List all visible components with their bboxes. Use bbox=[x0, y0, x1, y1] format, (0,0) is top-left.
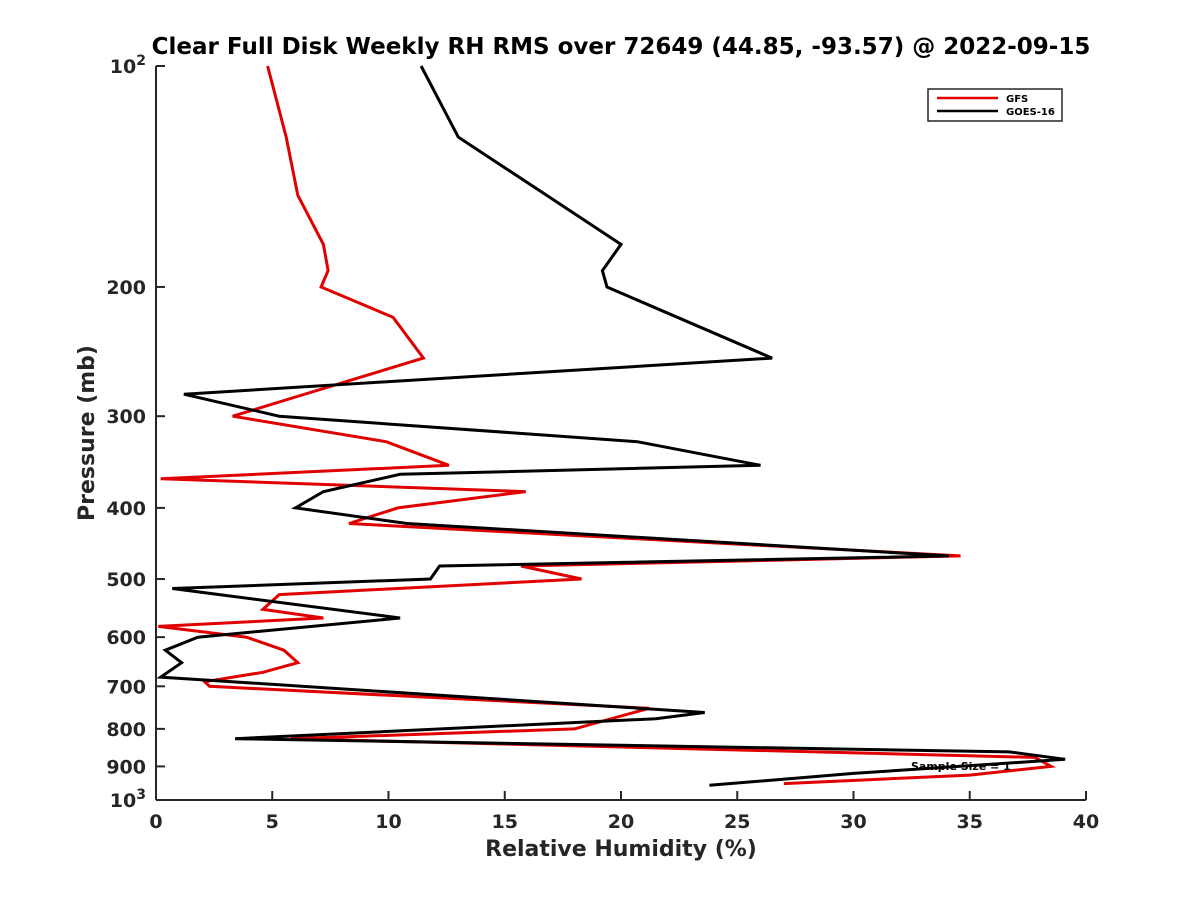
legend: GFS GOES-16 bbox=[927, 88, 1063, 122]
x-tick-label: 25 bbox=[724, 811, 750, 833]
x-tick-label: 10 bbox=[375, 811, 401, 833]
x-tick-label: 0 bbox=[149, 811, 162, 833]
chart-title: Clear Full Disk Weekly RH RMS over 72649… bbox=[152, 34, 1091, 60]
y-tick-label: 200 bbox=[106, 277, 146, 299]
y-axis-label: Pressure (mb) bbox=[75, 345, 100, 521]
y-tick-label: 300 bbox=[106, 406, 146, 428]
legend-label: GOES-16 bbox=[1006, 107, 1055, 118]
x-tick-label: 30 bbox=[840, 811, 866, 833]
legend-label: GFS bbox=[1006, 94, 1028, 105]
legend-box bbox=[927, 88, 1063, 122]
y-tick-label: 103 bbox=[110, 787, 146, 812]
x-tick-label: 35 bbox=[957, 811, 983, 833]
series-layer bbox=[156, 65, 1066, 787]
y-tick-label: 700 bbox=[106, 676, 146, 698]
x-tick-label: 20 bbox=[608, 811, 634, 833]
y-tick-label: 102 bbox=[110, 53, 146, 78]
series-line-goes-16 bbox=[156, 65, 1066, 787]
y-tick-label: 400 bbox=[106, 498, 146, 520]
x-axis-label: Relative Humidity (%) bbox=[485, 837, 757, 862]
sample-size-annotation: Sample Size = 1 bbox=[911, 760, 1011, 773]
y-tick-label: 600 bbox=[106, 627, 146, 649]
y-tick-label: 500 bbox=[106, 569, 146, 591]
y-tick-label: 900 bbox=[106, 756, 146, 778]
x-axis: 0 5 10 15 20 25 30 35 40 bbox=[149, 791, 1099, 833]
y-tick-label: 800 bbox=[106, 719, 146, 741]
x-tick-label: 5 bbox=[266, 811, 279, 833]
x-tick-label: 40 bbox=[1073, 811, 1099, 833]
y-axis: 102 200 300 400 500 600 700 800 900 103 bbox=[106, 53, 165, 812]
series-line-gfs bbox=[158, 65, 1056, 786]
x-tick-label: 15 bbox=[492, 811, 518, 833]
